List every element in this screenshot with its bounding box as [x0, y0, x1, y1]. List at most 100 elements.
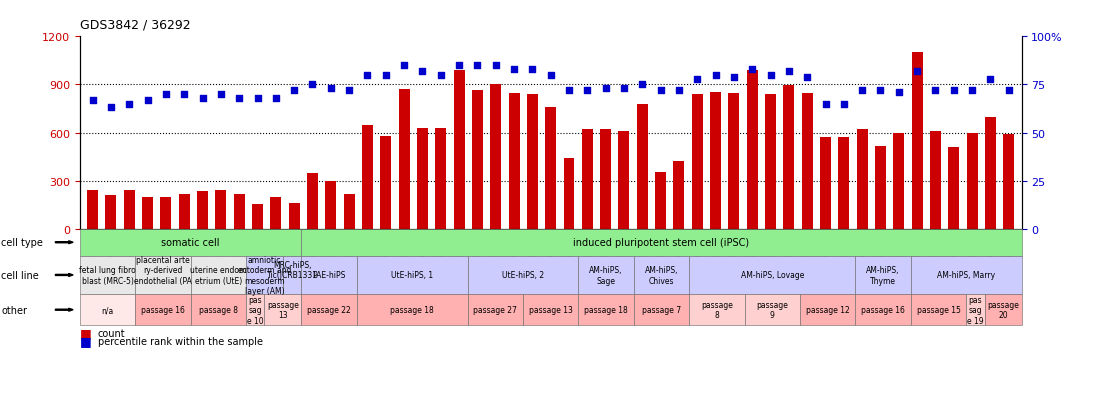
Text: passage 18: passage 18 [584, 306, 628, 314]
Point [175, 91, 193, 98]
Point [597, 86, 615, 93]
Bar [399, 90, 410, 229]
Bar [215, 191, 226, 229]
Text: passage 16: passage 16 [861, 306, 905, 314]
Text: AM-hiPS,
Thyme: AM-hiPS, Thyme [866, 266, 900, 285]
Bar [453, 71, 464, 229]
Point [652, 88, 669, 94]
Point [688, 76, 706, 83]
Bar [564, 159, 574, 229]
Bar [178, 195, 189, 229]
Bar [948, 147, 960, 229]
Bar [545, 108, 556, 229]
Text: count: count [98, 328, 125, 338]
Point [432, 72, 450, 79]
Point [578, 88, 596, 94]
Point [982, 76, 999, 83]
Bar [490, 85, 501, 229]
Point [413, 69, 431, 75]
Bar [161, 198, 172, 229]
Point [505, 66, 523, 73]
Bar [674, 162, 685, 229]
Text: induced pluripotent stem cell (iPSC): induced pluripotent stem cell (iPSC) [574, 237, 749, 248]
Bar [839, 138, 850, 229]
Text: passage 8: passage 8 [198, 306, 238, 314]
Text: placental arte
ry-derived
endothelial (PA: placental arte ry-derived endothelial (P… [134, 255, 192, 295]
Bar [234, 195, 245, 229]
Text: UtE-hiPS, 2: UtE-hiPS, 2 [502, 271, 544, 280]
Text: AM-hiPS, Lovage: AM-hiPS, Lovage [740, 271, 804, 280]
Point [377, 72, 394, 79]
Text: passage 15: passage 15 [916, 306, 961, 314]
Text: passage 27: passage 27 [473, 306, 517, 314]
Text: passage
20: passage 20 [987, 300, 1019, 320]
Bar [307, 174, 318, 229]
Text: passage
9: passage 9 [757, 300, 788, 320]
Point [835, 101, 853, 108]
Text: n/a: n/a [101, 306, 114, 314]
Bar [435, 128, 447, 229]
Point [121, 101, 138, 108]
Bar [105, 196, 116, 229]
Bar [142, 198, 153, 229]
Point [890, 90, 907, 96]
Text: percentile rank within the sample: percentile rank within the sample [98, 336, 263, 346]
Text: UtE-hiPS, 1: UtE-hiPS, 1 [391, 271, 433, 280]
Bar [252, 204, 263, 229]
Point [945, 88, 963, 94]
Text: passage 22: passage 22 [307, 306, 351, 314]
Text: GDS3842 / 36292: GDS3842 / 36292 [80, 18, 191, 31]
Text: passage 18: passage 18 [390, 306, 434, 314]
Text: passage 7: passage 7 [642, 306, 681, 314]
Bar [985, 118, 996, 229]
Bar [582, 129, 593, 229]
Text: other: other [1, 305, 27, 315]
Text: fetal lung fibro
blast (MRC-5): fetal lung fibro blast (MRC-5) [79, 266, 136, 285]
Bar [765, 95, 776, 229]
Point [194, 95, 212, 102]
Point [304, 82, 321, 88]
Text: cell type: cell type [1, 237, 43, 248]
Bar [527, 95, 537, 229]
Point [396, 63, 413, 69]
Bar [601, 129, 612, 229]
Text: PAE-hiPS: PAE-hiPS [312, 271, 346, 280]
Bar [875, 147, 886, 229]
Point [340, 88, 358, 94]
Point [84, 97, 102, 104]
Bar [691, 95, 702, 229]
Text: passage
8: passage 8 [701, 300, 732, 320]
Point [963, 88, 981, 94]
Bar [88, 191, 99, 229]
Text: somatic cell: somatic cell [162, 237, 219, 248]
Bar [747, 71, 758, 229]
Text: cell line: cell line [1, 270, 39, 280]
Text: AM-hiPS,
Chives: AM-hiPS, Chives [645, 266, 678, 285]
Bar [618, 132, 629, 229]
Text: amniotic
ectoderm and
mesoderm
layer (AM): amniotic ectoderm and mesoderm layer (AM… [238, 255, 291, 295]
Point [212, 91, 229, 98]
Bar [802, 94, 812, 229]
Point [450, 63, 468, 69]
Point [926, 88, 944, 94]
Text: passage 16: passage 16 [141, 306, 185, 314]
Point [469, 63, 486, 69]
Bar [930, 132, 941, 229]
Bar [343, 195, 355, 229]
Bar [912, 52, 923, 229]
Bar [655, 172, 666, 229]
Text: passage 13: passage 13 [529, 306, 573, 314]
Bar [472, 91, 483, 229]
Bar [710, 93, 721, 229]
Point [670, 88, 688, 94]
Point [322, 86, 340, 93]
Point [799, 74, 817, 81]
Bar [783, 86, 794, 229]
Text: passage
13: passage 13 [267, 300, 299, 320]
Point [761, 72, 779, 79]
Point [853, 88, 871, 94]
Text: MRC-hiPS,
Tic(JCRB1331: MRC-hiPS, Tic(JCRB1331 [267, 261, 318, 290]
Point [743, 66, 761, 73]
Bar [509, 94, 520, 229]
Bar [637, 105, 648, 229]
